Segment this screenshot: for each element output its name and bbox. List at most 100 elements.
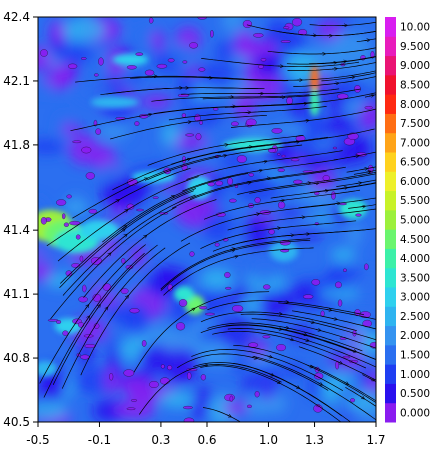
streamline-arrow [257,170,261,171]
field-speck [136,208,144,212]
field-speck [242,20,252,28]
field-speck [126,65,137,70]
field-speck [293,179,303,185]
field-speck [227,177,233,186]
field-speck [187,372,192,380]
streamline-arrow [267,356,271,357]
streamline-arrow [245,183,250,184]
y-axis: 40.5 40.8 41.1 41.4 41.8 42.1 42.4 [3,10,38,429]
field-speck [176,322,186,331]
streamline-arrow [279,200,283,201]
colorbar-swatch [385,344,396,365]
field-blob [160,349,203,366]
field-speck [314,372,324,380]
field-speck [130,399,138,402]
field-blob [215,40,235,62]
streamline-arrow [106,254,110,257]
streamline-arrow [364,40,369,41]
field-blob [276,122,308,138]
field-blob [118,376,152,395]
field-speck [80,354,90,360]
field-speck [200,374,206,381]
field-blob [85,55,111,74]
streamline-arrow [120,230,124,233]
field-blob [195,63,237,87]
field-speck [210,30,214,38]
field-speck [85,172,95,180]
y-tick-label: 40.5 [3,415,30,429]
colorbar-label: 2.500 [400,311,430,323]
field-speck [148,17,154,24]
field-speck [189,42,198,49]
field-hotspot [173,286,194,303]
field-blob [38,138,67,155]
colorbar-swatch [385,152,396,172]
field-speck [129,308,140,314]
streamline-arrow [96,305,100,310]
field-speck [335,361,339,370]
field-speck [292,18,303,27]
field-speck [342,355,351,359]
colorbar-label: 10.00 [400,22,430,34]
field-speck [245,118,257,127]
field-blob [245,398,270,416]
colorbar-swatch [385,17,396,37]
field-blob [359,102,376,132]
colorbar-label: 7.000 [400,137,430,149]
streamline-arrow [185,159,189,160]
field-blob [129,243,147,269]
field-speck [347,132,359,140]
streamline-arrow [265,178,269,179]
field-speck [109,373,114,381]
streamline-arrow [313,183,318,184]
colorbar-swatch [385,36,396,57]
field-blob [222,400,248,415]
field-speck [81,57,87,60]
field-blob [346,222,363,246]
field-speck [283,26,290,29]
field-speck [181,113,186,118]
field-speck [214,242,220,247]
streamline-arrow [190,309,194,311]
streamline-arrow [359,396,364,398]
streamline-arrow [365,171,370,172]
field-speck [68,63,78,69]
colorbar-label: 0.000 [400,407,430,419]
field-speck [135,52,144,56]
colorbar-swatch [385,248,396,269]
streamline-arrow [142,179,147,181]
field-speck [229,198,237,203]
field-blob [241,218,272,250]
field-speck [278,201,286,209]
streamline-arrow [142,236,145,239]
streamline-arrow [353,156,358,157]
field-speck [79,255,84,262]
field-blob [38,399,66,420]
streamline-arrow [275,381,279,383]
field-hotspot [338,198,367,219]
colorbar-label: 5.500 [400,195,430,207]
field-speck [40,49,48,57]
field-blob [167,43,194,63]
field-speck [183,405,193,410]
field-speck [123,369,135,377]
field-speck [144,69,155,76]
field-speck [126,203,135,210]
field-speck [189,251,195,257]
streamline-arrow [123,210,127,212]
field-speck [364,263,369,271]
field-speck [254,197,261,204]
field-speck [78,296,88,303]
field-blob [149,326,180,345]
colorbar-swatch [385,306,396,327]
field-blob [38,261,51,283]
plot-area [38,17,376,422]
field-blob [280,362,308,377]
streamline-arrow [360,206,364,207]
field-blob [194,341,233,362]
field-blob [39,382,61,394]
x-tick-label: -0.1 [88,433,111,447]
streamline-arrow [232,256,237,257]
field-speck [141,340,147,347]
x-axis: -0.5 -0.1 0.3 0.6 1.0 1.3 1.7 [26,422,386,447]
